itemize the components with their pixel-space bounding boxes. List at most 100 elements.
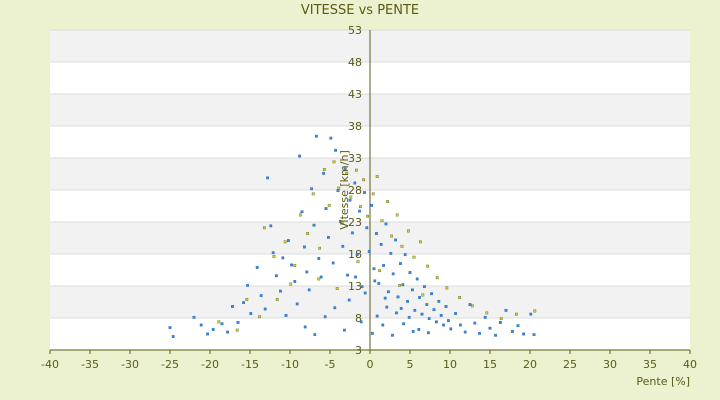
series-1-point bbox=[333, 306, 337, 310]
series-2-point bbox=[323, 168, 326, 171]
y-tick-label: 43 bbox=[348, 88, 362, 101]
series-1-point bbox=[473, 321, 477, 325]
series-1-point bbox=[293, 280, 297, 283]
series-1-point bbox=[255, 266, 259, 269]
series-1-point bbox=[199, 323, 203, 327]
series-1-point bbox=[367, 250, 371, 253]
series-1-point bbox=[511, 330, 514, 333]
series-1-point bbox=[246, 283, 249, 287]
series-1-point bbox=[269, 224, 273, 228]
series-1-point bbox=[358, 209, 361, 213]
series-2-point bbox=[356, 260, 360, 264]
x-tick-label: 25 bbox=[563, 358, 577, 371]
series-1-point bbox=[372, 267, 376, 271]
series-1-point bbox=[329, 136, 333, 140]
y-axis-label: Vitesse [km/h] bbox=[338, 150, 351, 230]
series-1-point bbox=[259, 294, 263, 297]
series-2-point bbox=[311, 192, 315, 196]
series-2-point bbox=[337, 186, 341, 190]
series-2-point bbox=[283, 240, 287, 244]
series-1-point bbox=[442, 323, 445, 327]
chart-title: VITESSE vs PENTE bbox=[301, 3, 419, 18]
series-2-point bbox=[407, 229, 410, 233]
series-1-point bbox=[249, 312, 253, 315]
series-2-point bbox=[395, 213, 399, 217]
series-1-point bbox=[363, 191, 366, 194]
y-tick-label: 48 bbox=[348, 56, 362, 69]
series-1-point bbox=[334, 148, 337, 152]
series-2-point bbox=[386, 200, 389, 203]
series-1-point bbox=[315, 134, 318, 138]
series-2-point bbox=[366, 214, 369, 218]
x-tick-label: -5 bbox=[325, 358, 336, 371]
series-1-point bbox=[504, 308, 508, 312]
series-1-point bbox=[499, 321, 502, 324]
series-2-point bbox=[272, 255, 276, 258]
series-1-point bbox=[399, 262, 402, 265]
series-1-point bbox=[295, 302, 299, 306]
series-1-point bbox=[310, 187, 313, 191]
series-1-point bbox=[287, 239, 290, 242]
series-1-point bbox=[192, 315, 196, 319]
series-1-point bbox=[406, 299, 409, 303]
series-1-point bbox=[343, 328, 346, 332]
series-1-point bbox=[478, 331, 481, 335]
series-1-point bbox=[317, 257, 321, 260]
series-2-point bbox=[317, 277, 321, 281]
series-1-point bbox=[483, 315, 487, 319]
series-1-point bbox=[488, 326, 492, 330]
series-1-point bbox=[399, 307, 403, 310]
series-2-point bbox=[419, 240, 422, 244]
series-1-point bbox=[427, 331, 430, 335]
series-1-point bbox=[402, 322, 405, 326]
series-1-point bbox=[449, 327, 453, 331]
x-tick-label: -20 bbox=[201, 358, 219, 371]
series-2-point bbox=[332, 160, 336, 164]
series-2-point bbox=[275, 298, 279, 301]
series-1-point bbox=[418, 296, 421, 299]
series-1-point bbox=[281, 256, 285, 260]
x-tick-label: -25 bbox=[161, 358, 179, 371]
series-2-point bbox=[299, 213, 302, 217]
series-1-point bbox=[171, 335, 175, 338]
series-1-point bbox=[347, 298, 351, 302]
series-2-point bbox=[412, 255, 416, 259]
series-1-point bbox=[532, 333, 536, 337]
x-tick-label: -30 bbox=[121, 358, 139, 371]
series-1-point bbox=[430, 292, 433, 296]
series-1-point bbox=[516, 324, 520, 328]
series-1-point bbox=[341, 244, 345, 248]
series-1-point bbox=[439, 314, 443, 317]
series-1-point bbox=[354, 275, 357, 279]
x-tick-label: -35 bbox=[81, 358, 99, 371]
series-1-point bbox=[468, 303, 472, 306]
series-1-point bbox=[271, 251, 275, 255]
y-tick-label: 53 bbox=[348, 24, 362, 37]
series-1-point bbox=[408, 271, 412, 274]
series-2-point bbox=[340, 221, 344, 225]
series-2-point bbox=[426, 264, 429, 268]
series-1-point bbox=[284, 314, 288, 317]
series-1-point bbox=[355, 253, 359, 257]
series-2-point bbox=[327, 203, 331, 207]
series-1-point bbox=[319, 275, 323, 279]
series-1-point bbox=[360, 285, 364, 289]
series-1-point bbox=[275, 274, 278, 278]
series-2-point bbox=[289, 282, 293, 286]
series-1-point bbox=[211, 328, 215, 331]
y-tick-label: 23 bbox=[348, 216, 362, 229]
series-1-point bbox=[339, 219, 342, 223]
series-1-point bbox=[403, 253, 407, 257]
x-tick-label: 35 bbox=[643, 358, 657, 371]
series-1-point bbox=[413, 308, 417, 312]
series-1-point bbox=[459, 323, 462, 327]
series-1-point bbox=[375, 232, 378, 235]
series-2-point bbox=[458, 296, 461, 299]
series-1-point bbox=[305, 270, 309, 274]
series-1-point bbox=[206, 332, 209, 336]
series-1-point bbox=[300, 210, 304, 214]
series-2-point bbox=[318, 246, 321, 250]
series-1-point bbox=[423, 285, 426, 289]
series-1-point bbox=[432, 308, 436, 312]
